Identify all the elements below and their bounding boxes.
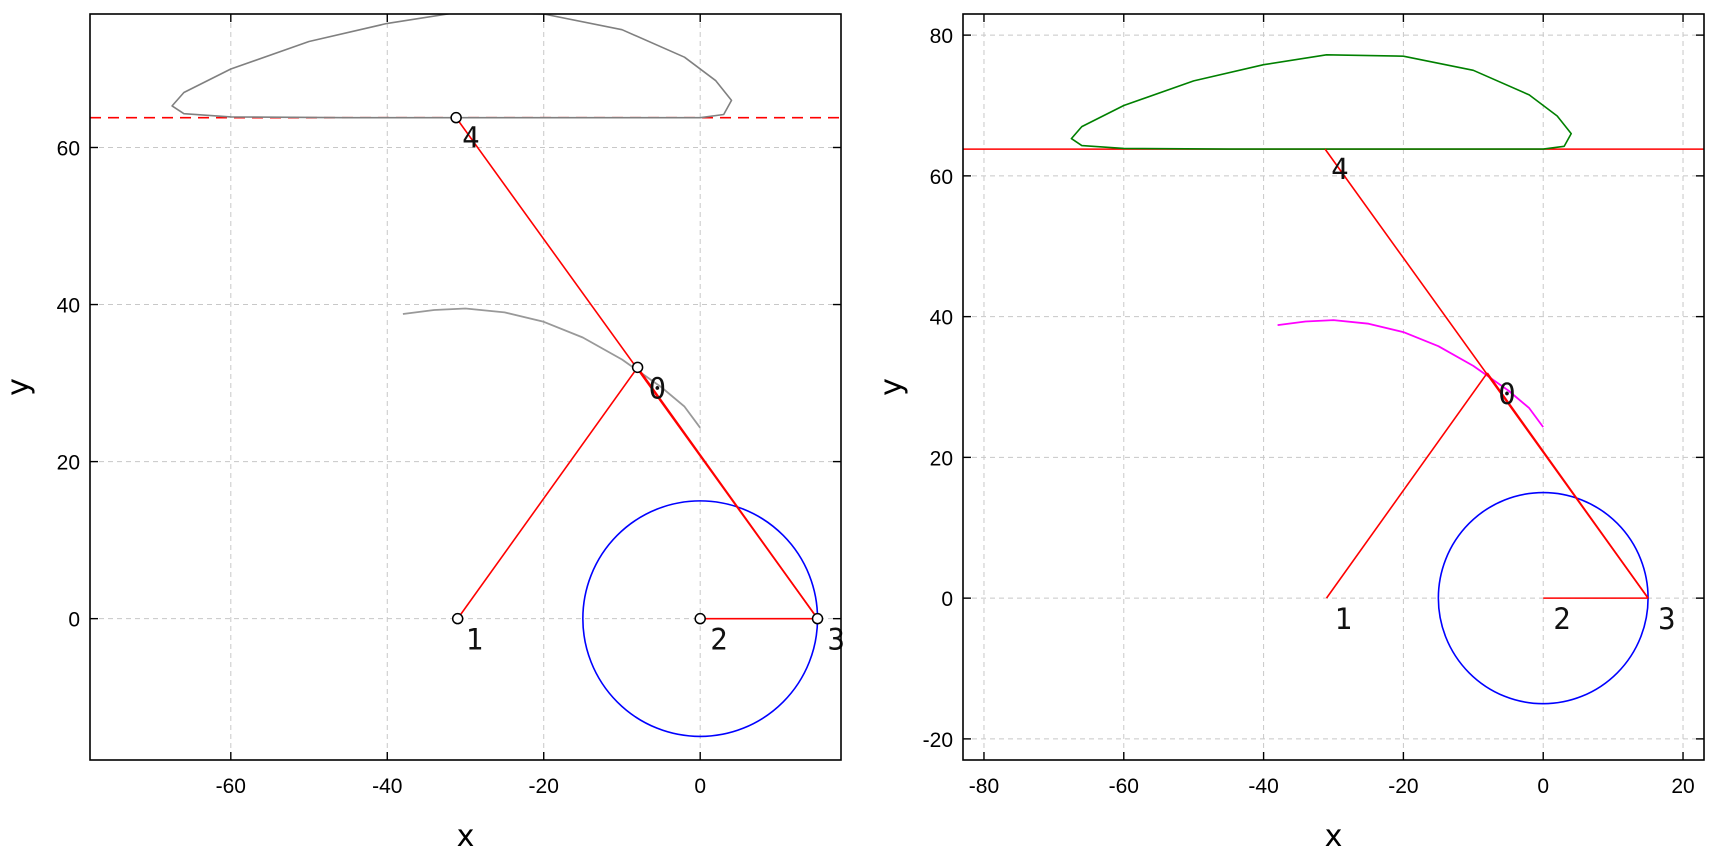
chart0-joint-label-0: 0	[649, 371, 666, 405]
chart0-joint-label-3: 3	[828, 623, 845, 657]
chart0-x-axis-title: x	[457, 819, 475, 854]
chart1-joint-label-4: 4	[1331, 152, 1348, 186]
chart0-joint-marker-2	[695, 614, 705, 624]
right-chart-panel: 0 1 2 3 4 -80 -60 -40 -20 0 20 -20 0 20 40 60 80 x y	[874, 14, 1704, 854]
chart1-joint-label-2: 2	[1553, 602, 1570, 636]
chart1-x-tick-label: 0	[1537, 775, 1549, 798]
chart0-link-1-0	[458, 367, 638, 618]
chart0-joint-marker-3	[813, 614, 823, 624]
chart0-joint-label-1: 1	[466, 623, 483, 657]
chart1-joint-label-0: 0	[1498, 377, 1515, 411]
chart1-coupler-curve	[1278, 320, 1544, 427]
chart0-y-tick-label: 60	[57, 137, 80, 160]
chart1-x-tick-label: -40	[1248, 775, 1278, 798]
chart0-y-tick-label: 0	[68, 609, 80, 632]
chart1-joint-label-1: 1	[1335, 602, 1352, 636]
chart0-x-tick-label: -20	[529, 775, 559, 798]
chart0-x-tick-label: 0	[694, 775, 706, 798]
chart0-y-tick-label: 20	[57, 452, 80, 475]
chart1-joint-label-3: 3	[1658, 602, 1675, 636]
chart1-y-tick-label: 40	[930, 307, 953, 330]
chart0-upper-curve	[172, 12, 731, 117]
chart1-y-tick-label: 80	[930, 25, 953, 48]
chart0-joint-label-4: 4	[462, 121, 479, 155]
chart0-joint-marker-1	[453, 614, 463, 624]
chart0-coupler-curve	[403, 309, 700, 428]
chart1-x-tick-label: -60	[1109, 775, 1139, 798]
left-chart-panel: 0 1 2 3 4 -60 -40 -20 0 0 20 40 60 x y	[1, 12, 845, 854]
chart1-y-tick-label: 0	[941, 588, 953, 611]
chart0-x-tick-label: -40	[372, 775, 402, 798]
chart0-y-tick-label: 40	[57, 295, 80, 318]
chart1-y-tick-label: -20	[923, 729, 953, 752]
chart1-x-tick-label: 20	[1671, 775, 1694, 798]
chart1-y-tick-label: 20	[930, 447, 953, 470]
chart1-frame	[963, 14, 1704, 760]
chart1-upper-curve	[1071, 55, 1571, 149]
chart1-y-axis-title: y	[874, 378, 909, 396]
chart1-x-axis-title: x	[1325, 819, 1343, 854]
chart1-x-tick-label: -20	[1388, 775, 1418, 798]
chart1-y-tick-label: 60	[930, 166, 953, 189]
chart1-x-tick-label: -80	[969, 775, 999, 798]
chart1-link-3-4	[1325, 149, 1648, 598]
chart0-y-axis-title: y	[1, 378, 36, 396]
chart1-link-1-0	[1327, 373, 1488, 598]
chart0-x-tick-label: -60	[216, 775, 246, 798]
chart0-joint-label-2: 2	[710, 623, 727, 657]
chart0-joint-marker-0	[633, 362, 643, 372]
chart0-joint-marker-4	[451, 113, 461, 123]
